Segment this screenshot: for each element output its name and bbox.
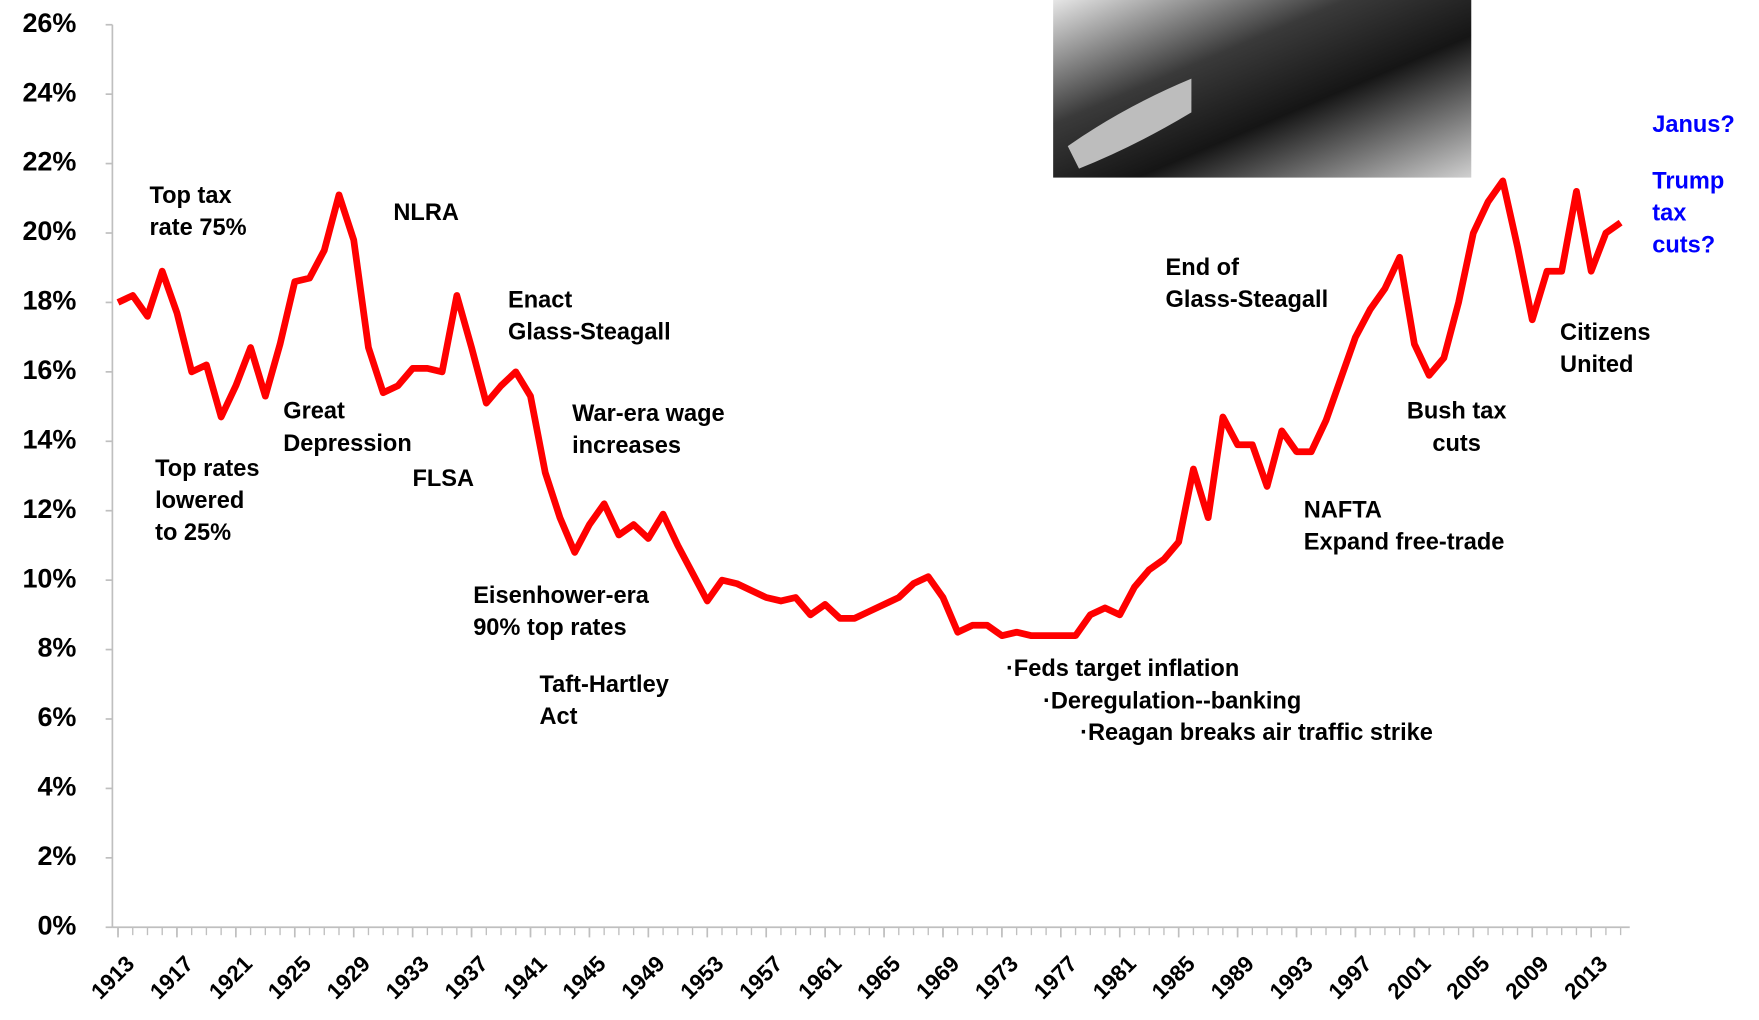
x-tick-label: 1937: [440, 951, 493, 1004]
y-tick-label: 18%: [22, 286, 76, 316]
x-tick-label: 2009: [1500, 951, 1553, 1004]
annotation: Top rates: [155, 456, 259, 482]
annotation: to 25%: [155, 520, 231, 546]
annotation: Eisenhower-era: [473, 583, 650, 609]
y-tick-label: 26%: [22, 8, 76, 38]
x-tick-label: 2001: [1383, 951, 1436, 1004]
y-tick-label: 24%: [22, 77, 76, 107]
annotation: Glass-Steagall: [1166, 287, 1329, 313]
y-tick-label: 8%: [37, 633, 76, 663]
x-tick-label: 1917: [145, 951, 198, 1004]
annotation: FLSA: [412, 466, 474, 492]
x-tick-label: 1977: [1029, 951, 1082, 1004]
x-tick-label: 1997: [1324, 951, 1377, 1004]
y-tick-label: 12%: [22, 494, 76, 524]
y-tick-label: 2%: [37, 841, 76, 871]
x-tick-label: 1921: [204, 951, 257, 1004]
x-tick-label: 1913: [86, 951, 139, 1004]
annotation: lowered: [155, 488, 244, 514]
x-tick-label: 1933: [381, 951, 434, 1004]
annotation: rate 75%: [149, 215, 246, 241]
y-tick-label: 6%: [37, 702, 76, 732]
x-tick-label: 1969: [911, 951, 964, 1004]
x-tick-label: 1981: [1088, 951, 1141, 1004]
y-tick-label: 20%: [22, 216, 76, 246]
y-tick-label: 10%: [22, 563, 76, 593]
x-tick-label: 2013: [1559, 951, 1612, 1004]
data-line: [116, 177, 1623, 640]
annotation: Taft-Hartley: [540, 672, 669, 698]
annotation: Act: [540, 704, 578, 730]
x-tick-label: 1985: [1147, 951, 1200, 1004]
x-tick-label: 1957: [734, 951, 787, 1004]
annotation: cuts?: [1652, 232, 1715, 258]
y-tick-label: 4%: [37, 772, 76, 802]
annotation: Great: [283, 399, 345, 425]
x-tick-label: 1941: [499, 951, 552, 1004]
annotation: Trump: [1652, 168, 1724, 194]
y-tick-label: 0%: [37, 910, 76, 940]
annotation: increases: [572, 433, 681, 459]
annotation: Janus?: [1652, 112, 1735, 138]
annotation: United: [1560, 352, 1633, 378]
annotation: 90% top rates: [473, 615, 626, 641]
y-tick-label: 22%: [22, 147, 76, 177]
y-tick-label: 14%: [22, 424, 76, 454]
annotation: End of: [1166, 255, 1240, 281]
annotation: Citizens: [1560, 320, 1650, 346]
annotation: Expand free-trade: [1304, 530, 1505, 556]
annotation: War-era wage: [572, 401, 725, 427]
annotation: cuts: [1432, 431, 1481, 457]
x-tick-label: 1949: [617, 951, 670, 1004]
annotation: NAFTA: [1304, 498, 1382, 524]
x-tick-label: 1953: [675, 951, 728, 1004]
x-tick-label: 1965: [852, 951, 905, 1004]
annotation: ·Deregulation--banking: [1043, 689, 1301, 715]
annotation: Top tax: [149, 183, 231, 209]
x-tick-label: 1961: [793, 951, 846, 1004]
annotation: NLRA: [393, 200, 459, 226]
x-tick-label: 1945: [558, 951, 611, 1004]
y-tick-label: 16%: [22, 355, 76, 385]
annotation: Depression: [283, 431, 412, 457]
annotation: Glass-Steagall: [508, 319, 671, 345]
annotation: Bush tax: [1407, 399, 1507, 425]
x-tick-label: 1989: [1206, 951, 1259, 1004]
x-tick-label: 1973: [970, 951, 1023, 1004]
annotation: ·Feds target inflation: [1006, 656, 1239, 682]
annotation: Enact: [508, 287, 572, 313]
x-tick-label: 1993: [1265, 951, 1318, 1004]
annotation: ·Reagan breaks air traffic strike: [1080, 720, 1433, 746]
annotation: tax: [1652, 200, 1686, 226]
x-tick-label: 2005: [1442, 951, 1495, 1004]
photo-detail: [1067, 78, 1192, 169]
x-tick-label: 1929: [322, 951, 375, 1004]
x-tick-label: 1925: [263, 951, 316, 1004]
